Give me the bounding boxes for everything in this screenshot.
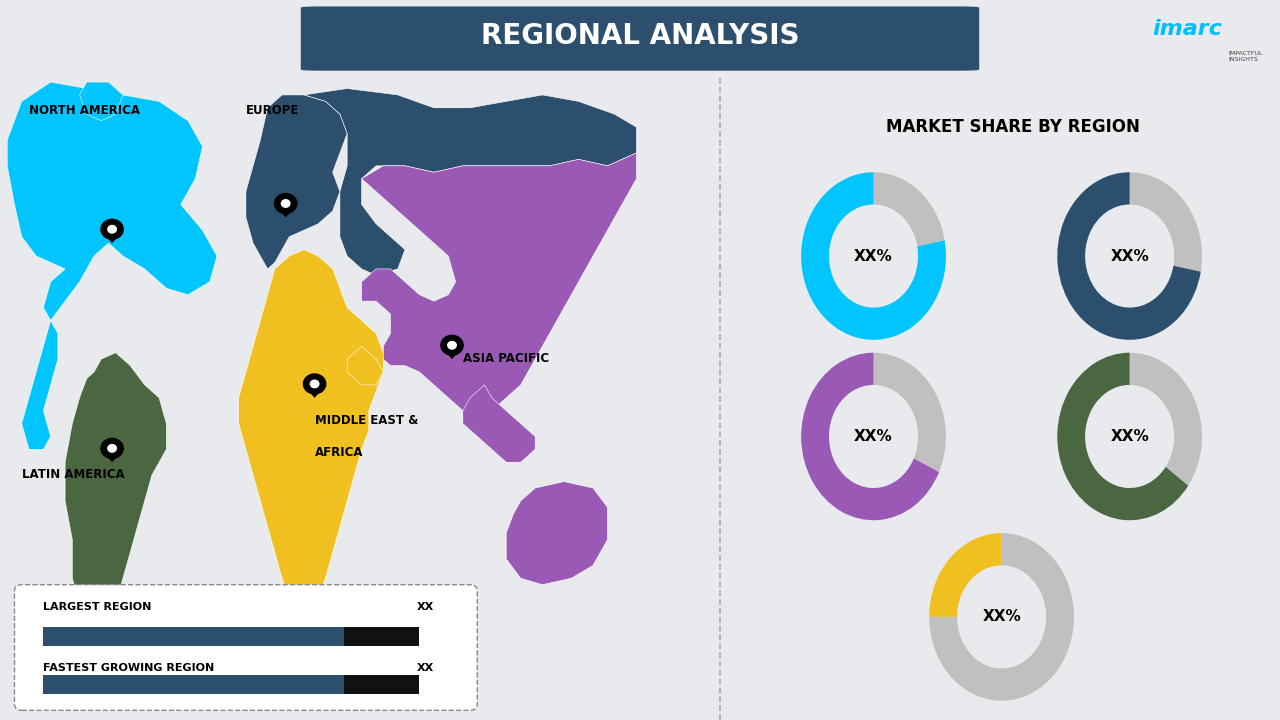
Polygon shape (361, 153, 636, 417)
Circle shape (448, 341, 456, 349)
Wedge shape (873, 353, 946, 472)
Wedge shape (929, 533, 1001, 617)
Circle shape (440, 336, 463, 355)
Text: IMPACTFUL
INSIGHTS: IMPACTFUL INSIGHTS (1229, 51, 1263, 62)
Circle shape (303, 374, 325, 394)
Polygon shape (506, 482, 608, 585)
Text: MARKET SHARE BY REGION: MARKET SHARE BY REGION (886, 118, 1139, 136)
Text: LATIN AMERICA: LATIN AMERICA (22, 468, 124, 482)
Polygon shape (276, 207, 294, 217)
Wedge shape (801, 353, 940, 521)
Polygon shape (306, 388, 324, 397)
Polygon shape (104, 452, 122, 462)
Polygon shape (268, 89, 636, 275)
Polygon shape (104, 233, 122, 243)
Text: NORTH AMERICA: NORTH AMERICA (29, 104, 140, 117)
Text: REGIONAL ANALYSIS: REGIONAL ANALYSIS (481, 22, 799, 50)
Text: LARGEST REGION: LARGEST REGION (44, 602, 152, 612)
Polygon shape (238, 250, 383, 630)
Bar (344, 675, 420, 694)
Bar (44, 626, 344, 646)
Text: MIDDLE EAST &: MIDDLE EAST & (315, 413, 419, 426)
Bar (344, 626, 420, 646)
Wedge shape (1130, 172, 1202, 271)
Circle shape (101, 438, 123, 458)
Circle shape (101, 220, 123, 239)
Text: EUROPE: EUROPE (246, 104, 300, 117)
Wedge shape (1057, 353, 1188, 521)
Text: imarc: imarc (1152, 19, 1222, 39)
Wedge shape (1057, 172, 1201, 340)
Wedge shape (1130, 353, 1202, 486)
Polygon shape (8, 82, 216, 449)
Text: XX%: XX% (854, 248, 893, 264)
Text: XX%: XX% (1110, 248, 1149, 264)
Polygon shape (65, 353, 166, 649)
Polygon shape (443, 349, 461, 359)
FancyBboxPatch shape (14, 585, 477, 711)
Bar (44, 675, 344, 694)
Text: XX: XX (417, 663, 434, 673)
Text: XX%: XX% (1110, 429, 1149, 444)
Polygon shape (246, 95, 347, 269)
Polygon shape (347, 346, 383, 385)
Wedge shape (801, 172, 946, 340)
Wedge shape (873, 172, 945, 246)
Circle shape (108, 225, 116, 233)
Circle shape (108, 444, 116, 452)
Text: FASTEST GROWING REGION: FASTEST GROWING REGION (44, 663, 215, 673)
Wedge shape (929, 533, 1074, 701)
Circle shape (282, 199, 289, 207)
Polygon shape (79, 82, 123, 121)
FancyBboxPatch shape (301, 6, 979, 71)
Text: XX: XX (417, 602, 434, 612)
Text: XX%: XX% (982, 609, 1021, 624)
Text: AFRICA: AFRICA (315, 446, 364, 459)
Circle shape (310, 380, 319, 387)
Circle shape (274, 194, 297, 213)
Text: ASIA PACIFIC: ASIA PACIFIC (463, 352, 549, 365)
Polygon shape (463, 385, 535, 462)
Text: XX%: XX% (854, 429, 893, 444)
